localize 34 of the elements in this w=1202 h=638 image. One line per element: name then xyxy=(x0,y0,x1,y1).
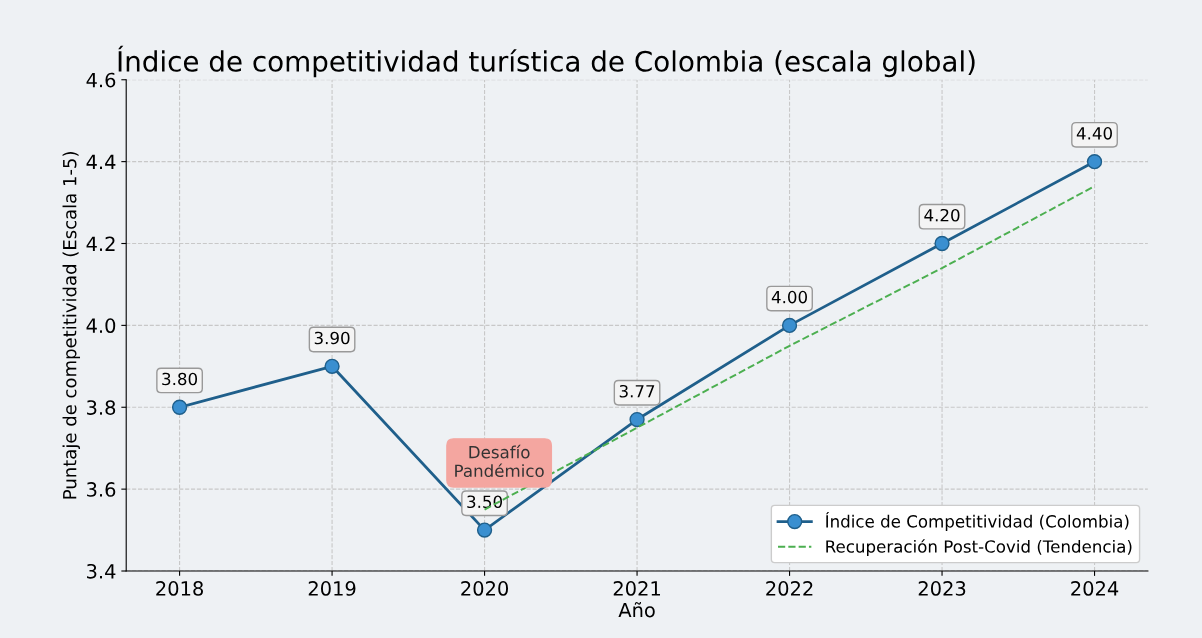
point xyxy=(781,317,798,334)
data-label: 3.80 xyxy=(162,372,198,386)
point xyxy=(171,399,188,415)
y-tick-label: 3.8 xyxy=(87,400,116,415)
point xyxy=(629,411,645,428)
data-label: 4.20 xyxy=(924,208,960,222)
y-tick-label: 4.0 xyxy=(86,318,116,334)
data-label: 4.40 xyxy=(1076,127,1112,140)
point xyxy=(934,235,950,252)
x-tick-label: 2022 xyxy=(766,581,813,596)
legend-label: Recuperación Post-Covid (Tendencia) xyxy=(826,539,1132,557)
data-label: 4.00 xyxy=(771,290,807,304)
y-tick-label: 4.4 xyxy=(86,154,116,170)
x-tick-label: 2023 xyxy=(918,581,966,596)
legend-label: Índice de Competitividad (Colombia) xyxy=(826,511,1129,531)
y-tick-label: 4.2 xyxy=(86,236,115,251)
x-tick-label: 2024 xyxy=(1071,581,1119,596)
x-tick-label: 2018 xyxy=(156,581,203,596)
point xyxy=(1086,153,1103,170)
data-label: 3.77 xyxy=(619,384,655,398)
annotation: Desafío Pandémico xyxy=(455,444,544,478)
y-axis-title: Puntaje de competitividad (Escala 1-5) xyxy=(62,152,81,499)
x-tick-label: 2021 xyxy=(613,581,661,596)
point xyxy=(476,522,493,538)
x-tick-label: 2020 xyxy=(461,581,509,596)
data-label: 3.90 xyxy=(314,331,350,345)
x-tick-label: 2019 xyxy=(308,581,356,596)
chart-title: Índice de competitividad turística de Colombia (escala global) xyxy=(118,45,975,78)
y-tick-label: 3.4 xyxy=(87,563,116,579)
x-axis-title: Año xyxy=(618,602,655,618)
point xyxy=(324,358,340,374)
data-label: 3.50 xyxy=(467,495,503,509)
y-tick-label: 3.6 xyxy=(87,482,116,497)
y-tick-label: 4.6 xyxy=(86,72,116,88)
